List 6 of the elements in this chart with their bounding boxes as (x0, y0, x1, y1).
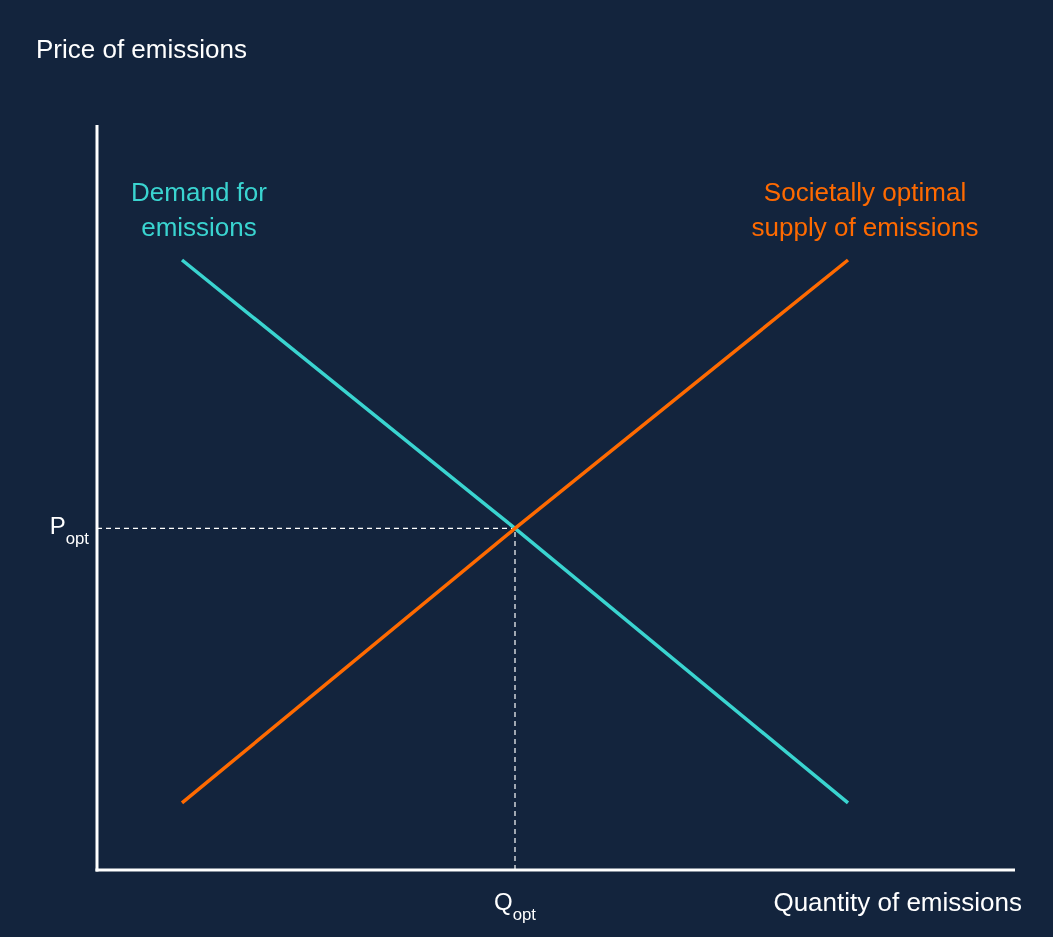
text: Price of emissions (36, 34, 247, 64)
text: Q$_{opt}$ (493, 888, 537, 924)
text: Societally optimal supply of emissions (751, 177, 979, 242)
text: Demand for emissions (131, 177, 268, 242)
x-axis-title: Quantity of emissions (773, 887, 1022, 917)
ref-line-label: P$_{opt}$ (49, 512, 90, 548)
